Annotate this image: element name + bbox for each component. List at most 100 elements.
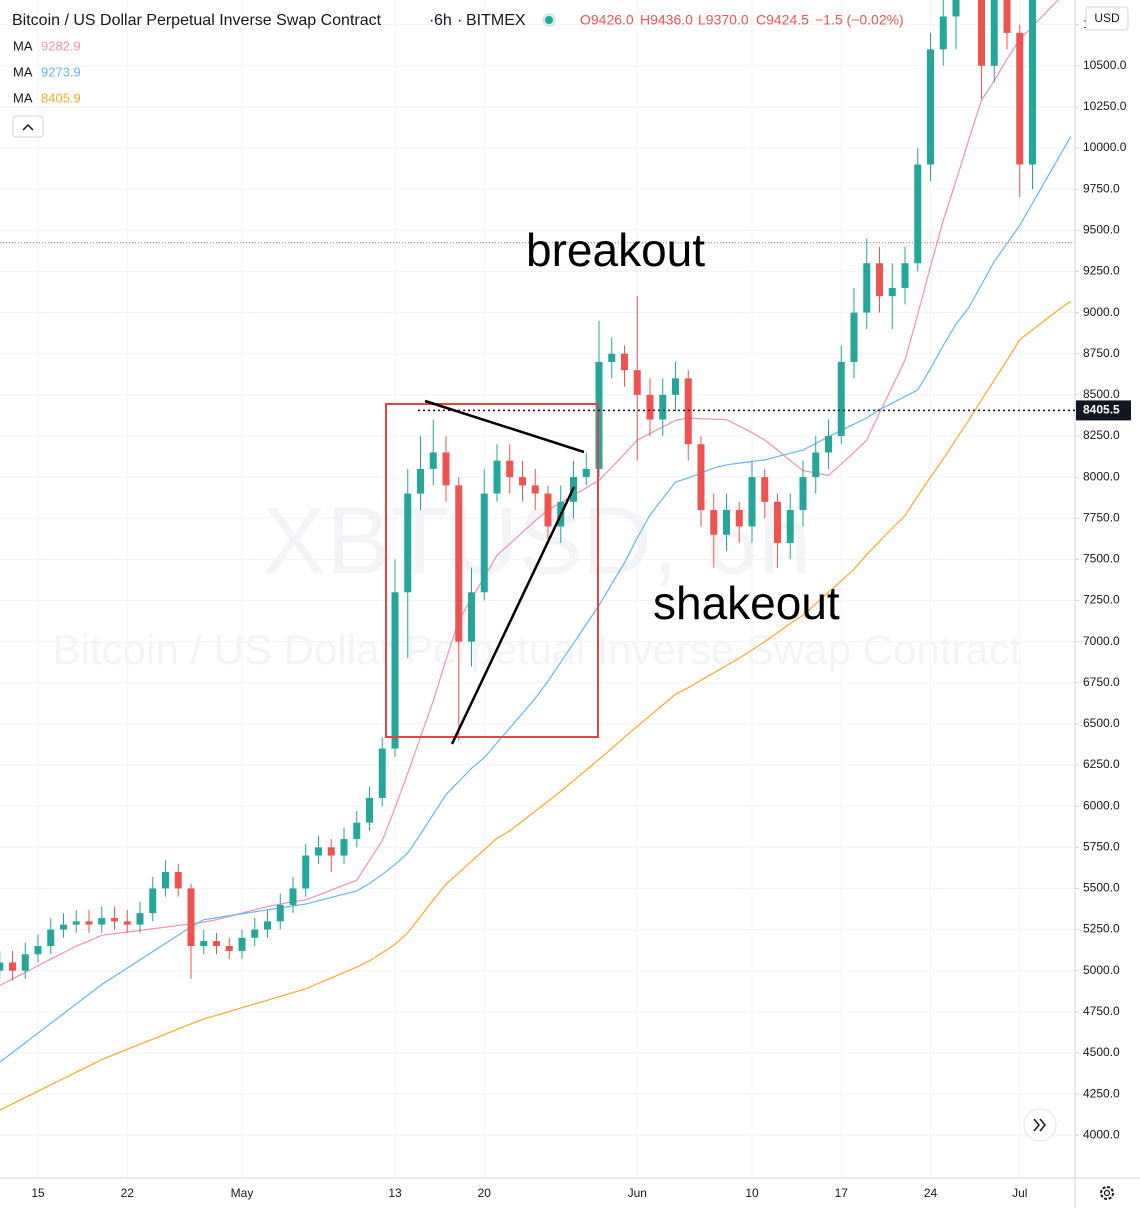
candle-body [608, 353, 616, 362]
candle-body [799, 477, 807, 511]
separator: · [429, 12, 434, 29]
settings-button[interactable] [1100, 1186, 1114, 1200]
candle-body [442, 452, 450, 486]
candle-body [519, 477, 526, 486]
candle-body [72, 921, 80, 925]
candle-body [672, 378, 679, 395]
candle-body [1029, 0, 1036, 165]
candle-body [506, 460, 514, 478]
y-tick-label: 7750.0 [1083, 510, 1120, 524]
quote-change: −1.5 (−0.02%) [815, 12, 904, 28]
price-label-box [1076, 400, 1131, 421]
candle-body [60, 924, 67, 930]
candle-body [187, 888, 195, 947]
legend-value: 9273.9 [41, 64, 81, 79]
candle-body [289, 888, 297, 905]
legend-label: MA [13, 90, 33, 105]
candle-body [21, 954, 29, 971]
candle-body [493, 460, 501, 494]
candle-body [735, 510, 743, 527]
y-tick-label: 6000.0 [1083, 798, 1120, 812]
y-tick-label: 6250.0 [1083, 757, 1120, 771]
button-frame[interactable] [12, 115, 44, 138]
separator: · [457, 12, 462, 29]
candle-body [659, 394, 667, 420]
quote-close: C9424.5 [756, 12, 809, 28]
watermark-subtitle: Bitcoin / US Dollar Perpetual Inverse Sw… [53, 626, 1022, 673]
button-circle[interactable] [1023, 1108, 1057, 1142]
candle-body [761, 477, 769, 502]
annotation: breakout [526, 224, 705, 276]
x-tick-label: Jul [1012, 1186, 1027, 1200]
y-tick-label: 7500.0 [1083, 552, 1120, 566]
candle-body [455, 485, 463, 642]
candle-body [85, 921, 93, 925]
y-tick-label: 8250.0 [1083, 428, 1120, 442]
candle-body [914, 164, 922, 264]
price-label: 8405.5 [1083, 403, 1120, 417]
candle-body [378, 748, 386, 798]
legend: MA 9282.9 MA 9273.9 MA 8405.9 [13, 38, 81, 105]
scroll-to-realtime-button[interactable] [1023, 1108, 1057, 1142]
drawn-rectangle [385, 403, 599, 738]
x-tick-label: 17 [835, 1186, 849, 1200]
y-tick-label: 9750.0 [1083, 181, 1120, 195]
candle-body [812, 452, 820, 478]
double-chevron [1033, 1118, 1046, 1132]
candle-body [710, 510, 718, 535]
candle-body [621, 353, 628, 371]
x-tick-label: May [231, 1186, 254, 1200]
candle-body [238, 937, 246, 951]
candle-body [531, 485, 539, 494]
currency-button[interactable]: USD [1085, 6, 1129, 31]
candle-body [149, 888, 157, 914]
candle-body [404, 493, 412, 593]
y-tick-label: 6500.0 [1083, 716, 1120, 730]
candle-body [927, 49, 934, 165]
candle-body [9, 962, 16, 971]
y-tick-label: 5750.0 [1083, 839, 1120, 853]
candle-body [327, 847, 335, 856]
candle-body [646, 394, 654, 420]
y-tick-label: 5500.0 [1083, 881, 1120, 895]
candle-body [684, 378, 692, 445]
candle-body [174, 871, 182, 889]
watermark: XBTUSD, 6h [262, 487, 812, 594]
candle-body [1016, 32, 1024, 165]
gear-icon[interactable] [1100, 1186, 1114, 1200]
candle-body [315, 847, 322, 856]
candle-body [47, 929, 55, 947]
exchange: BITMEX [466, 12, 526, 29]
x-tick-label: 22 [121, 1186, 135, 1200]
candle-body [34, 946, 42, 955]
annotation: shakeout [653, 577, 840, 629]
y-tick-label: 9500.0 [1083, 223, 1120, 237]
candle-body [417, 468, 424, 494]
quote-open: O9426.0 [580, 12, 634, 28]
candle-body [748, 477, 756, 527]
candle-body [786, 510, 794, 543]
candle-body [825, 435, 832, 453]
y-tick-label: 8750.0 [1083, 346, 1120, 360]
legend-value: 8405.9 [41, 90, 81, 105]
y-tick-label: 10250.0 [1083, 99, 1127, 113]
candle-body [544, 493, 552, 527]
axes: 4000.0 4250.0 4500.0 4750.0 5000.0 5250.0 5500… [31, 17, 1126, 1200]
y-tick-label: 5000.0 [1083, 963, 1120, 977]
candle-body [876, 263, 883, 297]
candle-body [340, 839, 348, 856]
y-tick-label: 9250.0 [1083, 264, 1120, 278]
candle-body [774, 501, 781, 543]
candle-body [302, 855, 310, 889]
y-tick-label: 4250.0 [1083, 1086, 1120, 1100]
y-tick-label: 5250.0 [1083, 922, 1120, 936]
currency-frame[interactable] [1085, 6, 1129, 31]
y-tick-label: 8500.0 [1083, 387, 1120, 401]
candle-body [480, 493, 488, 593]
candle-body [978, 0, 985, 66]
collapse-legend-button[interactable] [12, 115, 44, 138]
y-tick-label: 7000.0 [1083, 634, 1120, 648]
candle-body [850, 312, 858, 362]
y-tick-label: 8000.0 [1083, 469, 1120, 483]
